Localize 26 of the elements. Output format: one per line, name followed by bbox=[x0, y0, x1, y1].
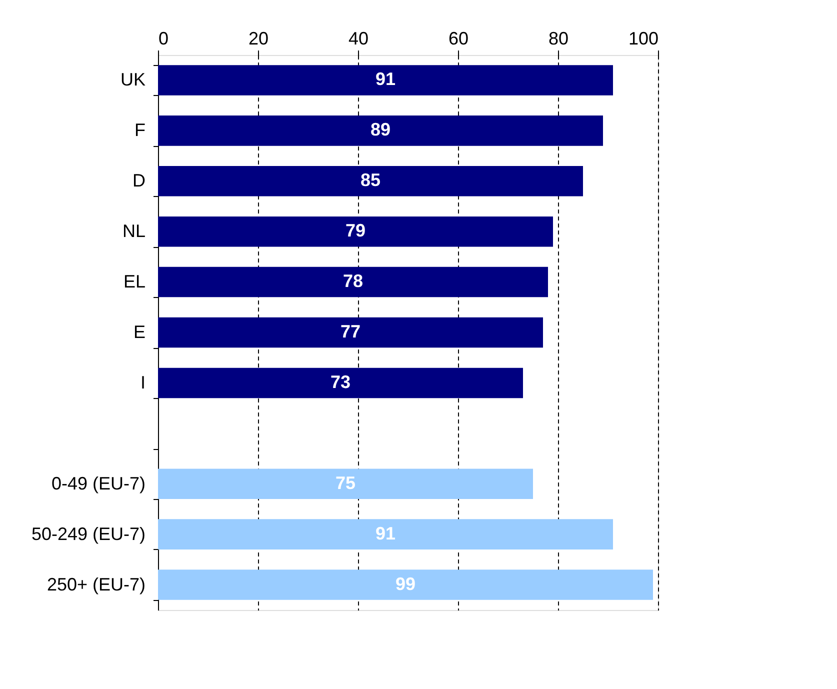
data-label: 91 bbox=[375, 523, 396, 544]
data-label: 75 bbox=[335, 472, 356, 493]
x-tick-label: 60 bbox=[448, 28, 469, 48]
data-label: 99 bbox=[395, 574, 416, 594]
y-tick-label: 0-49 (EU-7) bbox=[51, 473, 146, 494]
y-tick-label: I bbox=[140, 372, 146, 392]
y-tick-label: D bbox=[132, 170, 146, 191]
x-tick-label: 20 bbox=[248, 28, 269, 48]
data-label: 77 bbox=[340, 322, 361, 342]
y-tick-label: NL bbox=[122, 221, 146, 242]
data-label: 85 bbox=[360, 170, 381, 190]
x-tick-label: 80 bbox=[548, 28, 569, 48]
y-tick-label: E bbox=[133, 322, 146, 342]
x-tick-label: 100 bbox=[628, 28, 658, 48]
y-tick-label: UK bbox=[120, 70, 146, 90]
data-label: 91 bbox=[375, 69, 396, 90]
data-label: 79 bbox=[345, 220, 366, 241]
y-tick-label: EL bbox=[123, 272, 146, 292]
y-tick-label: 50-249 (EU-7) bbox=[31, 524, 146, 544]
x-tick-label: 40 bbox=[348, 28, 369, 48]
data-label: 78 bbox=[342, 271, 364, 292]
data-label: 89 bbox=[370, 120, 391, 140]
y-tick-label: 250+ (EU-7) bbox=[46, 574, 146, 594]
x-tick-label: 0 bbox=[158, 28, 169, 48]
y-tick-label: F bbox=[134, 120, 146, 140]
data-label: 73 bbox=[330, 372, 351, 392]
